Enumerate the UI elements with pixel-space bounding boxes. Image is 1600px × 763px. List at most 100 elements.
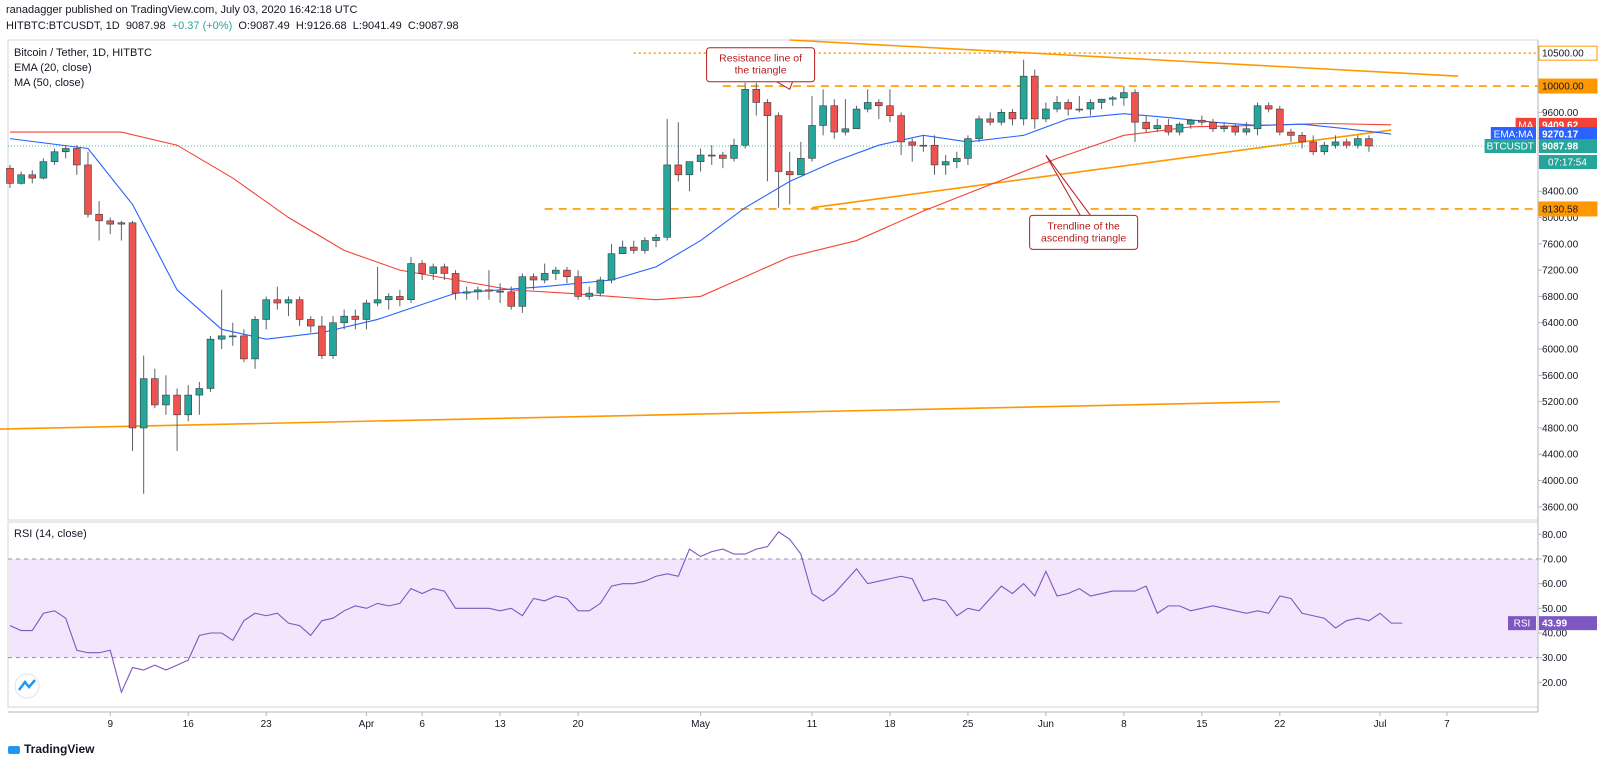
candle-body <box>84 164 92 215</box>
rsi-tick-label: 20.00 <box>1542 678 1567 689</box>
publisher-line: ranadagger published on TradingView.com,… <box>6 4 358 16</box>
candle-body <box>563 269 571 278</box>
candle-body <box>485 289 493 292</box>
price-tick-label: 8000.00 <box>1542 213 1579 224</box>
candle-body <box>785 171 794 176</box>
candle-body <box>1175 123 1184 133</box>
candle-body <box>596 279 605 294</box>
ohlc-low: L:9041.49 <box>352 20 402 32</box>
candle-body <box>440 266 449 274</box>
ohlc-close: C:9087.98 <box>407 20 459 32</box>
indicator-value-tag <box>1539 127 1597 142</box>
candle-body <box>17 174 25 184</box>
candle-body <box>841 128 850 133</box>
candle-body <box>151 378 159 406</box>
rsi-value-tag <box>1539 616 1597 631</box>
ohlc-open: O:9087.49 <box>238 20 290 32</box>
time-tick-label: 11 <box>807 719 818 730</box>
rsi-band <box>9 559 1537 658</box>
candle-body <box>1287 131 1295 136</box>
candle-body <box>1198 119 1206 123</box>
time-tick-label: 20 <box>573 719 585 730</box>
candle-body <box>106 220 115 225</box>
rsi-tick-label: 40.00 <box>1542 629 1567 640</box>
countdown-tag <box>1539 154 1597 169</box>
candle-body <box>474 289 482 293</box>
price-tick-label: 4800.00 <box>1542 423 1579 434</box>
symbol: HITBTC:BTCUSDT, 1D <box>6 20 120 32</box>
candle-body <box>1309 141 1317 153</box>
price-tick-label: 7200.00 <box>1542 266 1579 277</box>
time-tick-label: 18 <box>884 719 896 730</box>
candle-body <box>897 115 905 143</box>
legend-ema: EMA (20, close) <box>14 62 92 74</box>
last-price: 9087.98 <box>125 20 166 32</box>
price-tick-label: 3600.00 <box>1542 502 1579 513</box>
candle-body <box>875 102 883 107</box>
price-level-tag-label: 10500.00 <box>1542 49 1584 60</box>
candle-body <box>1220 126 1228 130</box>
time-tick-label: 15 <box>1196 719 1208 730</box>
trendline <box>789 39 1459 77</box>
candle-body <box>1131 92 1139 123</box>
candle-body <box>1120 92 1128 99</box>
candle-body <box>217 335 226 340</box>
candle-body <box>318 325 326 356</box>
candle-body <box>618 246 627 254</box>
candle-body <box>774 115 783 172</box>
candle-body <box>808 125 816 159</box>
candle-body <box>830 105 839 133</box>
candle-body <box>273 299 282 304</box>
candle-body <box>707 154 716 157</box>
candle-body <box>396 296 404 301</box>
tradingview-brand[interactable]: TradingView <box>8 742 94 756</box>
candle-body <box>407 263 415 301</box>
time-tick-label: 16 <box>183 719 195 730</box>
candle-body <box>1264 105 1273 110</box>
time-tick-label: 6 <box>419 719 425 730</box>
candle-body <box>229 335 237 338</box>
time-tick-label: Apr <box>359 719 375 730</box>
rsi-value: 43.99 <box>1542 619 1567 630</box>
price-level-tag <box>1538 45 1598 61</box>
candle-body <box>1064 102 1072 110</box>
price-pane <box>7 39 1539 521</box>
price-level-tag-label: 10000.00 <box>1542 82 1584 93</box>
candle-body <box>95 213 103 222</box>
time-tick-label: May <box>691 719 710 730</box>
candle-body <box>1276 108 1284 133</box>
indicator-value-tag <box>1539 138 1597 153</box>
rsi-tick-label: 50.00 <box>1542 604 1567 615</box>
price-tick-label: 6800.00 <box>1542 292 1579 303</box>
indicator-value: 9270.17 <box>1542 130 1579 141</box>
time-tick-label: Jun <box>1038 719 1054 730</box>
candle-body <box>1053 102 1061 110</box>
candle-body <box>251 319 259 360</box>
brand-label: TradingView <box>24 742 95 756</box>
time-tick-label: 23 <box>261 719 273 730</box>
candle-body <box>607 253 616 281</box>
candle-body <box>1030 75 1039 120</box>
candle-body <box>997 112 1006 123</box>
candle-body <box>518 276 527 307</box>
rsi-tick-label: 80.00 <box>1542 530 1567 541</box>
candle-body <box>462 291 471 294</box>
candle-body <box>663 164 671 238</box>
candle-body <box>206 338 215 389</box>
candle-body <box>451 273 460 294</box>
candle-body <box>696 154 705 162</box>
candle-body <box>329 322 337 356</box>
candle-body <box>1008 112 1017 120</box>
rsi-tick-label: 30.00 <box>1542 653 1567 664</box>
candle-body <box>1108 97 1117 100</box>
candle-body <box>719 154 727 159</box>
candle-body <box>1331 141 1340 146</box>
candle-body <box>763 102 772 116</box>
candle-body <box>1242 128 1251 133</box>
candle-body <box>61 148 70 153</box>
candle-body <box>1075 108 1084 111</box>
candle-body <box>1153 125 1162 130</box>
candle-body <box>373 299 382 304</box>
candle-body <box>1042 108 1050 120</box>
